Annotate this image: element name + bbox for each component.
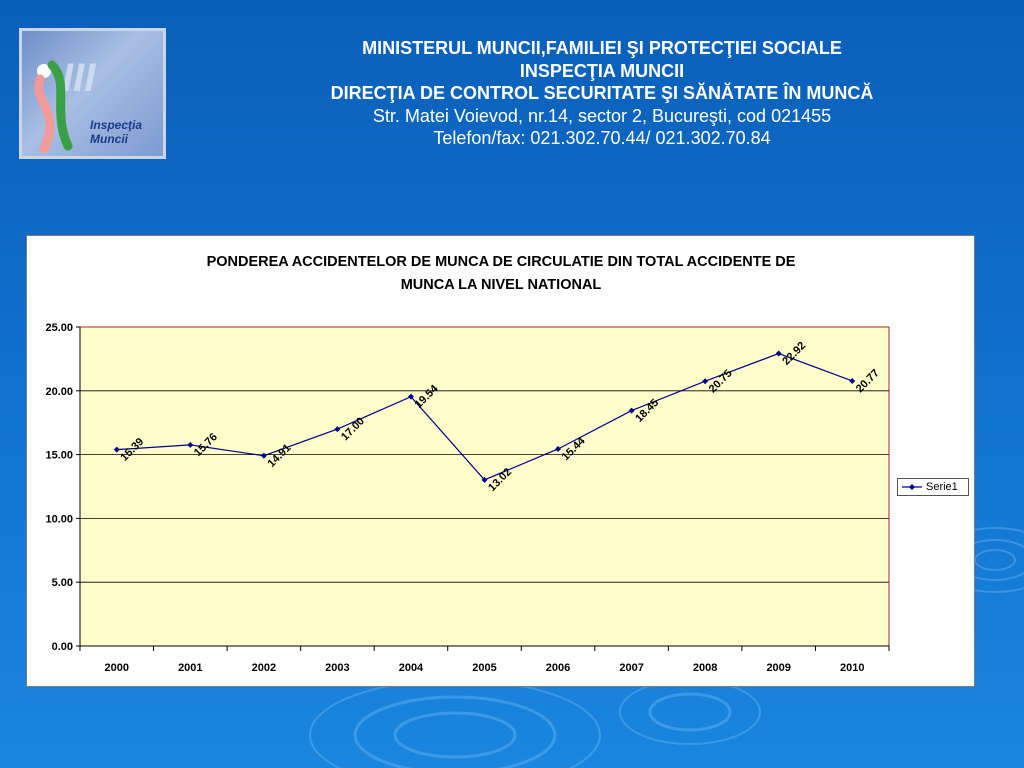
y-tick-label: 20.00 bbox=[45, 386, 73, 398]
y-tick-label: 0.00 bbox=[52, 641, 73, 653]
x-tick-label: 2004 bbox=[399, 662, 424, 674]
phone-fax: Telefon/fax: 021.302.70.44/ 021.302.70.8… bbox=[433, 128, 771, 148]
data-point bbox=[113, 446, 120, 453]
logo-text-line2: Muncii bbox=[90, 132, 129, 146]
logo-text-line1: Inspecţia bbox=[90, 118, 142, 132]
data-point bbox=[407, 393, 414, 400]
x-tick-label: 2008 bbox=[693, 662, 717, 674]
address: Str. Matei Voievod, nr.14, sector 2, Buc… bbox=[372, 105, 832, 126]
chart-title: PONDEREA ACCIDENTELOR DE MUNCA DE CIRCUL… bbox=[27, 251, 975, 297]
data-point bbox=[334, 426, 341, 433]
y-tick-label: 25.00 bbox=[45, 322, 73, 334]
data-point bbox=[849, 377, 856, 384]
inspectorate-name: INSPECŢIA MUNCII bbox=[519, 60, 685, 81]
chart-title-line1: PONDEREA ACCIDENTELOR DE MUNCA DE CIRCUL… bbox=[206, 254, 796, 270]
data-point bbox=[628, 407, 635, 414]
data-point bbox=[775, 350, 782, 357]
x-tick-label: 2009 bbox=[766, 662, 790, 674]
data-point bbox=[260, 452, 267, 459]
logo-figure-icon: III Inspecţia Muncii bbox=[34, 56, 142, 154]
x-tick-label: 2010 bbox=[840, 662, 864, 674]
line-chart: 0.00 5.00 10.00 15.00 20.00 25.00 2000 2001 2002… bbox=[45, 322, 890, 674]
x-tick-label: 2006 bbox=[546, 662, 570, 674]
data-point bbox=[187, 441, 194, 448]
plot-area bbox=[79, 326, 890, 647]
data-point bbox=[481, 476, 488, 483]
x-tick-label: 2002 bbox=[252, 662, 276, 674]
y-tick-label: 5.00 bbox=[52, 577, 73, 589]
chart-legend: Serie1 bbox=[897, 478, 969, 496]
chart-title-line2: MUNCA LA NIVEL NATIONAL bbox=[400, 277, 602, 293]
header: MINISTERUL MUNCII,FAMILIEI ŞI PROTECŢIEI… bbox=[180, 37, 1024, 150]
legend-marker-icon bbox=[902, 484, 922, 490]
data-point bbox=[702, 378, 709, 385]
x-tick-label: 2000 bbox=[105, 662, 129, 674]
x-tick-label: 2003 bbox=[325, 662, 349, 674]
ministry-name: MINISTERUL MUNCII,FAMILIEI ŞI PROTECŢIEI… bbox=[362, 38, 842, 58]
chart-container: PONDEREA ACCIDENTELOR DE MUNCA DE CIRCUL… bbox=[26, 235, 975, 687]
directorate-name: DIRECŢIA DE CONTROL SECURITATE ŞI SĂNĂTA… bbox=[330, 83, 874, 103]
data-point bbox=[555, 445, 562, 452]
x-tick-label: 2005 bbox=[472, 662, 496, 674]
x-tick-label: 2007 bbox=[619, 662, 643, 674]
legend-label: Serie1 bbox=[926, 481, 958, 493]
inspectia-muncii-logo: III Inspecţia Muncii bbox=[19, 28, 166, 159]
y-tick-label: 10.00 bbox=[45, 513, 73, 525]
x-tick-label: 2001 bbox=[178, 662, 202, 674]
svg-text:III: III bbox=[62, 56, 96, 100]
y-tick-label: 15.00 bbox=[45, 450, 73, 462]
